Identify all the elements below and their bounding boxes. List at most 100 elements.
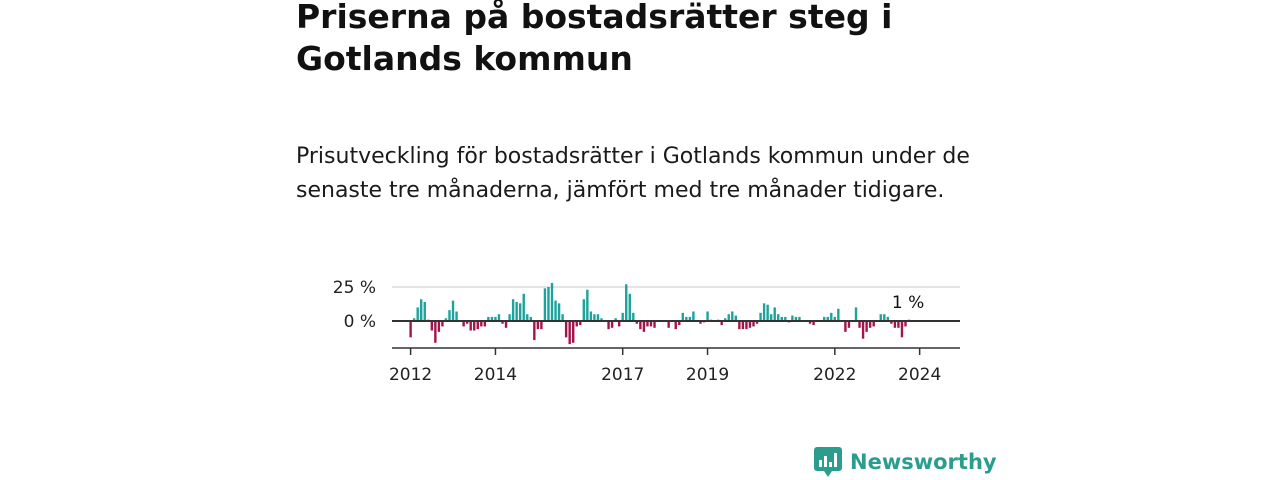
bar [582,299,586,321]
bar [900,321,904,338]
bar [688,316,692,321]
bar [579,321,582,326]
bar [865,321,868,332]
bar [808,321,812,324]
bar [872,321,875,327]
bar [554,300,557,321]
bar [412,318,416,321]
bar [681,312,684,321]
bar [904,321,907,327]
bar [607,321,610,330]
bar [759,312,762,321]
x-tick-label: 2022 [813,365,856,385]
bar [504,321,508,328]
bar [473,321,476,331]
bar [837,308,840,321]
bar [886,316,890,321]
newsworthy-logo-icon [814,447,842,477]
bar [674,321,677,330]
newsworthy-logo: Newsworthy [814,446,997,478]
bar [621,312,624,321]
bar [480,321,483,327]
bar [653,321,656,328]
bar [589,311,593,321]
bar [628,293,631,321]
bar [614,318,617,321]
bar [883,314,886,321]
bar [593,314,596,321]
bar [455,311,458,321]
bar [536,321,540,330]
bar [667,321,670,328]
bar [515,301,518,321]
bar [798,316,801,321]
bar [879,314,882,321]
bar [745,321,748,330]
y-tick-label: 0 % [344,312,376,332]
bar [625,284,628,321]
bar [420,299,423,321]
bar [494,316,497,321]
bar [649,321,653,327]
bar [826,316,829,321]
bar [794,316,798,321]
bar [441,321,444,327]
bar [769,314,773,321]
bar [434,321,437,343]
bar [780,316,783,321]
bar [533,321,536,341]
bar [416,307,419,321]
bar [646,321,649,327]
bar [897,321,900,328]
x-tick-label: 2019 [686,365,729,385]
bar [518,303,522,321]
bar [791,315,794,321]
bar [812,321,815,326]
bar [511,299,515,321]
bar [632,312,635,321]
bar [724,318,727,321]
bar [642,321,646,332]
bar [501,321,504,324]
bar [868,321,872,328]
bar [526,314,529,321]
x-tick-label: 2014 [474,365,517,385]
bar [858,321,861,328]
bar [610,321,614,328]
bar [844,321,847,332]
bar [575,321,578,327]
bar [639,321,642,330]
bar [755,321,759,324]
bar [766,304,769,321]
bar [430,321,434,331]
chart-subtitle: Prisutveckling för bostadsrätter i Gotla… [296,144,970,203]
bar [448,310,451,321]
bar [727,314,730,321]
bar [540,321,543,330]
bar [586,289,589,321]
bar [823,316,826,321]
bar [437,321,441,332]
page-title: Priserna på bostadsrätter steg i Gotland… [296,0,893,78]
bar [487,316,490,321]
bar [409,321,412,338]
bar [847,321,851,328]
x-tick-label: 2024 [898,365,941,385]
bar [699,321,702,324]
bar [784,316,787,321]
bar [508,314,511,321]
bar [465,321,469,324]
bar [773,307,776,321]
bar [529,316,532,321]
bar [600,318,603,321]
bar [476,321,479,330]
bar [833,316,837,321]
bar [451,300,455,321]
bar [777,314,780,321]
bar [748,321,752,328]
bar [568,321,571,345]
bar [462,321,465,327]
bar [720,321,723,326]
bar [561,314,564,321]
bar [738,321,741,330]
